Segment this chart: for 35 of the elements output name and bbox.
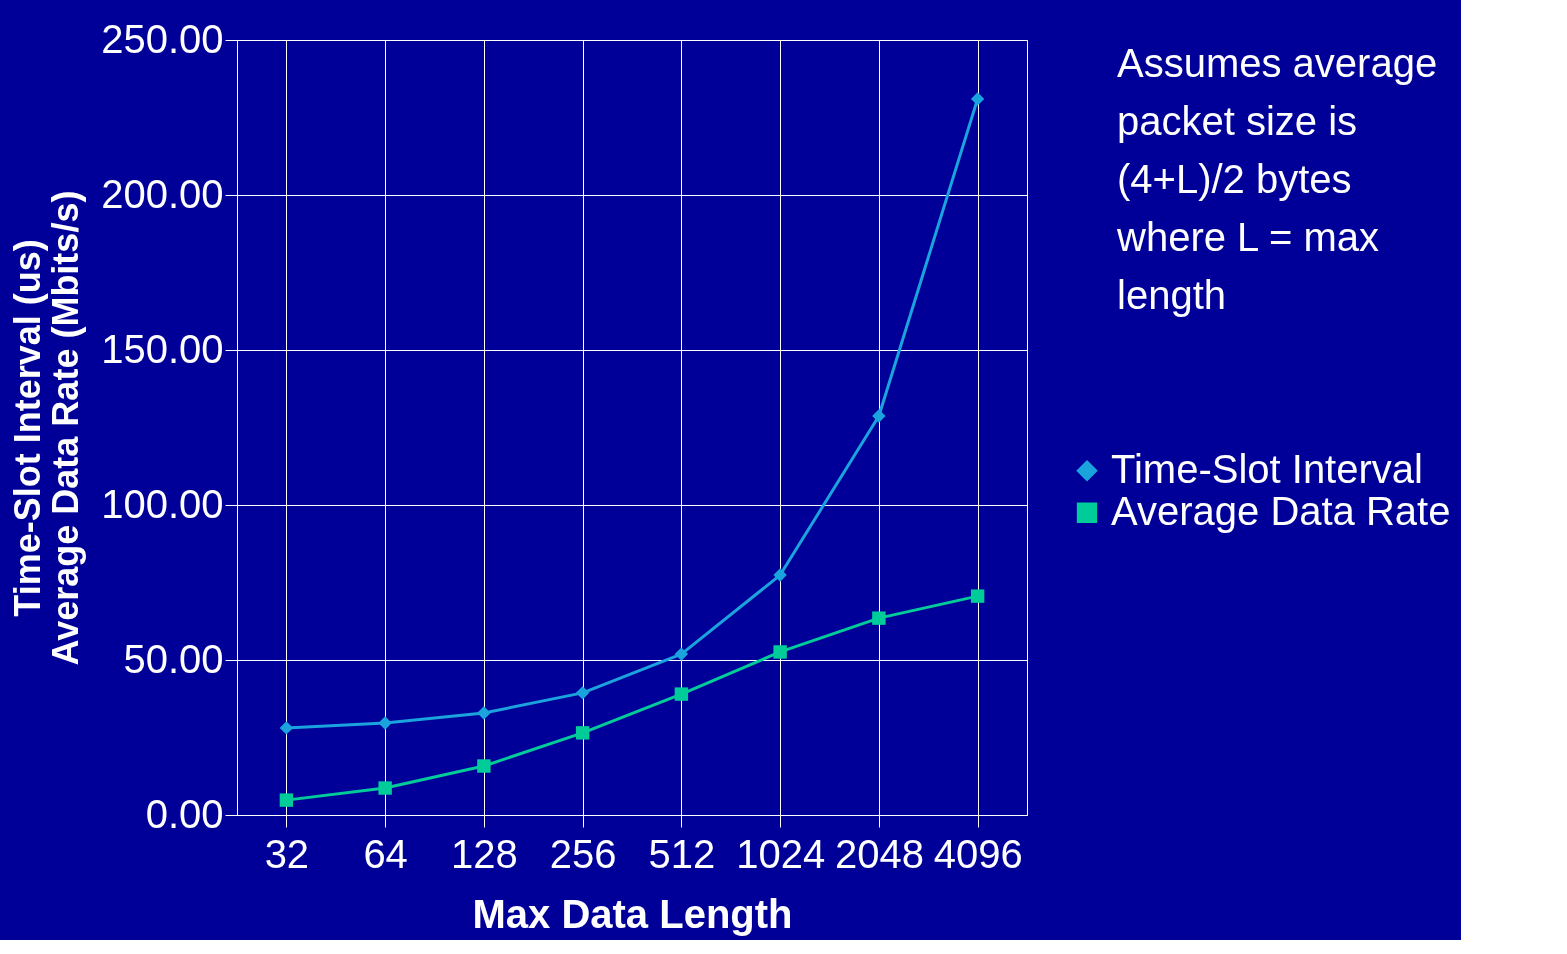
x-tick-label: 1024: [736, 831, 826, 876]
point: [575, 726, 590, 740]
y-axis-title: Time-Slot Interval (us) Average Data Rate (Mbits/s): [7, 190, 87, 666]
point: [970, 589, 985, 603]
y-tick-label: 0.00: [145, 791, 224, 836]
point: [970, 92, 985, 106]
text: Assumes average packet size is (4+L)/2 bytes where L = max length: [1116, 41, 1438, 317]
x-tick-label: 256: [549, 831, 617, 876]
x-tick-label: 512: [648, 831, 716, 876]
x-tick-label: 64: [363, 831, 408, 876]
x-tick-label: 128: [451, 831, 518, 876]
x-tick-label: 2048: [834, 831, 924, 876]
point: [378, 781, 392, 795]
x-tick-label: 32: [264, 831, 310, 876]
y-tick-label: 200.00: [101, 171, 224, 216]
legend-label: Time-Slot Interval: [1111, 446, 1423, 491]
point: [872, 611, 886, 625]
point: [279, 793, 294, 807]
point: [477, 706, 491, 720]
point: [279, 721, 294, 735]
point: [477, 759, 491, 773]
point: [773, 645, 787, 659]
legend-label: Average Data Rate: [1111, 488, 1451, 533]
y-tick-label: 50.00: [123, 636, 224, 681]
point: [872, 409, 886, 423]
x-axis-title: Max Data Length: [472, 891, 793, 936]
x-tick-label: 4096: [933, 831, 1023, 876]
point: [575, 686, 590, 700]
point: [773, 568, 787, 582]
point: [674, 687, 689, 701]
point: [674, 647, 689, 661]
y-tick-label: 250.00: [101, 16, 224, 61]
point: [378, 716, 392, 730]
y-tick-label: 150.00: [101, 326, 224, 371]
y-tick-label: 100.00: [101, 481, 224, 526]
